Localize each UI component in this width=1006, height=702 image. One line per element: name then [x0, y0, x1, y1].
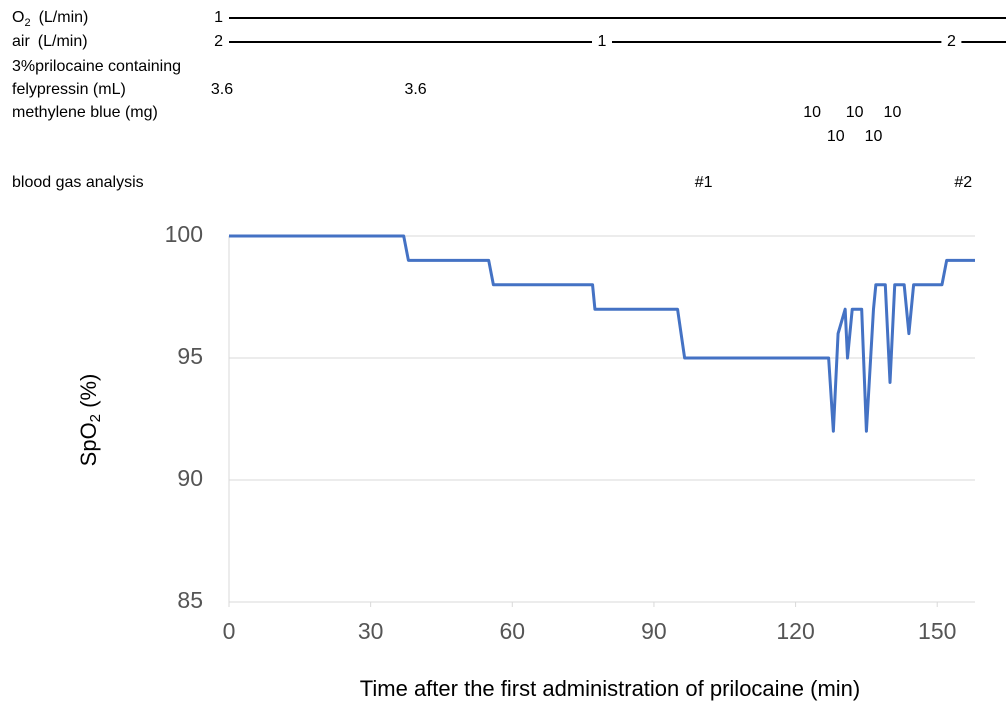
annotation-label: 3%prilocaine containing: [12, 58, 181, 75]
annotation-value: 10: [884, 104, 902, 121]
label-part: (L/min): [38, 33, 88, 50]
label-part: air: [12, 33, 30, 50]
x-tick-label: 30: [358, 618, 384, 644]
annotation-label: methylene blue (mg): [12, 104, 158, 121]
annotation-value: 10: [803, 104, 821, 121]
annotation-value: 10: [846, 104, 864, 121]
label-part: (L/min): [39, 9, 89, 26]
x-tick-label: 150: [918, 618, 956, 644]
annotation-value: 3.6: [404, 81, 426, 98]
x-tick-label: 60: [499, 618, 525, 644]
annotation-value: 2: [214, 33, 223, 50]
annotation-value: 10: [827, 128, 845, 145]
y-tick-label: 95: [177, 343, 203, 369]
annotation-value: 10: [865, 128, 883, 145]
annotation-label: felypressin (mL): [12, 81, 126, 98]
label-part: (%): [76, 374, 101, 414]
annotation-label: O2 (L/min): [12, 9, 88, 29]
y-tick-label: 85: [177, 587, 203, 613]
y-tick-label: 90: [177, 465, 203, 491]
x-tick-label: 90: [641, 618, 667, 644]
x-axis-label: Time after the first administration of p…: [360, 676, 860, 701]
data-line: [229, 234, 975, 433]
annotation-value: 3.6: [211, 81, 233, 98]
label-sub: 2: [87, 414, 104, 422]
annotation-value: 1: [598, 33, 607, 50]
label-part: O: [12, 9, 24, 26]
x-tick-label: 0: [223, 618, 236, 644]
y-axis-label: SpO2 (%): [76, 374, 104, 467]
annotation-label: air (L/min): [12, 33, 88, 50]
annotation-value: #2: [954, 174, 972, 191]
annotation-value: 1: [214, 9, 223, 26]
label-sub: 2: [24, 17, 30, 29]
label-part: SpO: [76, 422, 101, 466]
annotation-label: blood gas analysis: [12, 174, 144, 191]
y-tick-label: 100: [165, 221, 203, 247]
x-tick-label: 120: [776, 618, 814, 644]
annotation-value: 2: [947, 33, 956, 50]
annotation-value: #1: [695, 174, 713, 191]
